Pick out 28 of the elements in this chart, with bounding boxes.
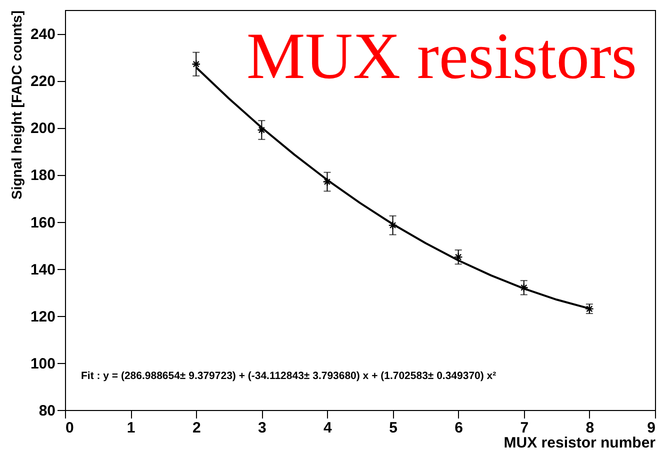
chart-title: MUX resistors: [246, 20, 637, 93]
annotation: Fit : y = (286.988654± 9.379723) + (-34.112843± 3.793680) x + (1.702583± 0.349370) x²: [81, 370, 497, 382]
point: [192, 60, 201, 69]
y-tick-label: 100: [30, 355, 56, 372]
x-tick-label: 3: [258, 420, 266, 436]
x-tick-label: 6: [454, 420, 464, 436]
y-tick-label: 120: [30, 308, 56, 326]
point: [519, 283, 528, 292]
x-axis-title: MUX resistor number: [504, 434, 656, 452]
y-tick-label: 140: [30, 261, 56, 278]
y-tick-label: 240: [30, 26, 56, 44]
point: [388, 220, 398, 230]
x-tick-label: 5: [389, 420, 398, 436]
y-axis-title: Signal height [FADC counts]: [8, 10, 24, 200]
x-tick-label: 7: [520, 420, 529, 436]
y-tick-label: 160: [30, 214, 56, 232]
y-tick-label: 220: [30, 73, 56, 90]
x-tick-label: 4: [324, 420, 333, 436]
x-tick-label: 0: [66, 420, 74, 436]
x-tick-label: 9: [647, 420, 656, 436]
point: [257, 126, 266, 134]
x-tick-label: 1: [126, 420, 136, 436]
point: [322, 177, 332, 186]
x-tick-label: 8: [586, 420, 594, 436]
y-tick-label: 180: [30, 167, 56, 184]
y-tick-label: 200: [30, 120, 56, 138]
x-tick-label: 2: [192, 420, 201, 436]
y-tick-label: 80: [38, 402, 56, 420]
